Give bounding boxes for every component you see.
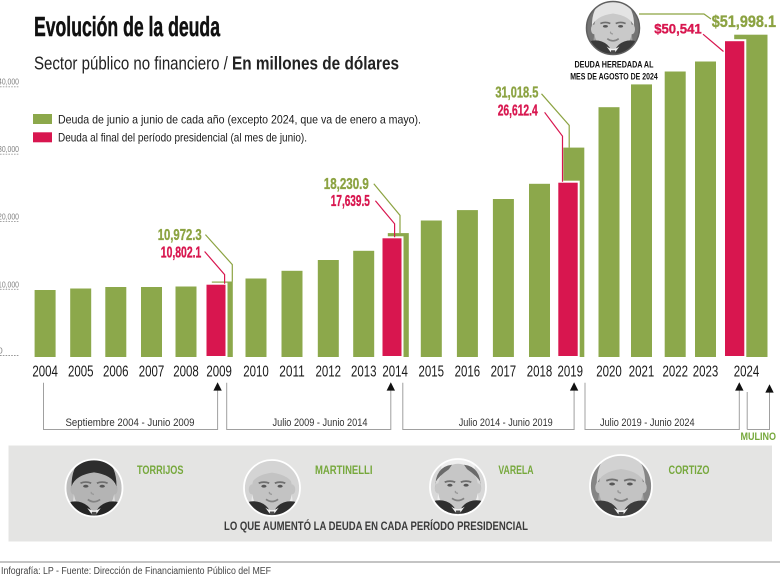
svg-text:2016: 2016 [455,364,481,381]
svg-text:Julio 2014 - Junio 2019: Julio 2014 - Junio 2019 [459,417,553,429]
svg-text:2010: 2010 [243,364,269,381]
svg-text:26,612.4: 26,612.4 [498,102,538,119]
svg-text:10,972.3: 10,972.3 [158,227,202,244]
svg-text:2011: 2011 [279,364,305,381]
svg-text:Julio 2019 - Junio 2024: Julio 2019 - Junio 2024 [600,417,695,429]
svg-text:2021: 2021 [629,364,655,381]
svg-text:2007: 2007 [139,364,165,381]
svg-text:2015: 2015 [419,364,445,381]
svg-text:MARTINELLI: MARTINELLI [315,463,373,477]
svg-text:VARELA: VARELA [498,463,533,477]
svg-text:MES DE AGOSTO DE 2024: MES DE AGOSTO DE 2024 [570,72,658,83]
svg-text:2004: 2004 [32,364,58,381]
svg-text:2017: 2017 [491,364,517,381]
svg-text:Infografía: LP - Fuente: Direc: Infografía: LP - Fuente: Dirección de Fi… [1,566,271,577]
svg-text:10,000: 10,000 [0,279,19,289]
svg-text:2024: 2024 [734,364,760,381]
svg-text:2013: 2013 [351,364,377,381]
svg-text:30,000: 30,000 [0,144,19,154]
svg-text:Septiembre 2004 - Junio 2009: Septiembre 2004 - Junio 2009 [66,417,195,429]
svg-text:17,639.5: 17,639.5 [331,193,370,210]
svg-text:Evolución de la deuda: Evolución de la deuda [34,11,220,42]
svg-text:0: 0 [0,345,3,355]
svg-text:20,000: 20,000 [0,211,19,221]
svg-text:10,802.1: 10,802.1 [161,245,202,262]
svg-text:2023: 2023 [693,364,719,381]
svg-text:2008: 2008 [173,364,199,381]
svg-text:18,230.9: 18,230.9 [324,176,369,193]
svg-text:2018: 2018 [527,364,553,381]
svg-text:2014: 2014 [382,364,408,381]
svg-text:Sector público no financiero /: Sector público no financiero / En millon… [34,54,399,74]
svg-text:Julio 2009 - Junio 2014: Julio 2009 - Junio 2014 [273,417,368,429]
svg-text:CORTIZO: CORTIZO [669,463,710,477]
svg-text:$51,998.1: $51,998.1 [712,12,776,31]
svg-text:2020: 2020 [596,364,622,381]
svg-text:2009: 2009 [206,364,232,381]
svg-text:40,000: 40,000 [0,76,19,86]
svg-text:2006: 2006 [103,364,129,381]
svg-text:31,018.5: 31,018.5 [495,85,538,102]
svg-text:$50,541: $50,541 [654,20,702,36]
svg-text:DEUDA HEREDADA AL: DEUDA HEREDADA AL [575,60,654,71]
svg-text:2022: 2022 [662,364,688,381]
svg-text:MULINO: MULINO [741,431,777,443]
svg-text:2012: 2012 [316,364,342,381]
svg-text:2019: 2019 [557,364,583,381]
svg-text:TORRIJOS: TORRIJOS [137,463,184,477]
svg-text:Deuda de junio a junio de cada: Deuda de junio a junio de cada año (exce… [58,113,421,127]
svg-text:LO QUE AUMENTÓ LA DEUDA EN CAD: LO QUE AUMENTÓ LA DEUDA EN CADA PERÍODO … [224,518,528,533]
svg-text:Deuda al final del período pre: Deuda al final del período presidencial … [58,131,307,145]
svg-text:2005: 2005 [68,364,94,381]
